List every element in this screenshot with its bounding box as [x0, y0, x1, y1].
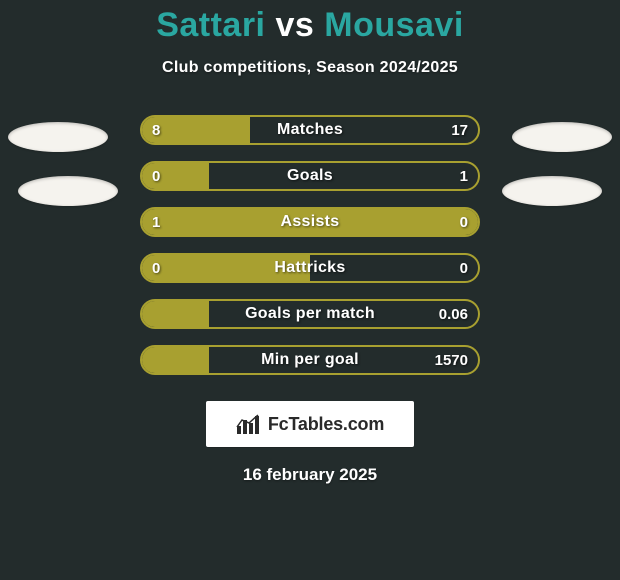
stat-value-right: 17 [451, 117, 468, 143]
subtitle: Club competitions, Season 2024/2025 [0, 59, 620, 77]
stat-row: 817Matches [0, 107, 620, 153]
vs-text: vs [275, 6, 314, 44]
stat-bar: 817Matches [140, 115, 480, 145]
stat-value-right: 1 [460, 163, 468, 189]
stat-value-right: 0.06 [439, 301, 468, 327]
stat-row: 10Assists [0, 199, 620, 245]
comparison-infographic: Sattari vs Mousavi Club competitions, Se… [0, 0, 620, 580]
source-logo-text: FcTables.com [268, 414, 384, 435]
stat-bar-left-fill [142, 301, 209, 327]
stat-value-right: 1570 [435, 347, 468, 373]
stat-bar-left-fill [142, 209, 478, 235]
stat-bar-left-fill [142, 163, 209, 189]
stat-row: 00Hattricks [0, 245, 620, 291]
page-title: Sattari vs Mousavi [0, 6, 620, 45]
source-logo: FcTables.com [206, 401, 414, 447]
stat-row: 01Goals [0, 153, 620, 199]
bar-chart-icon [236, 414, 262, 434]
stat-bar-left-fill [142, 255, 310, 281]
stat-row: 1570Min per goal [0, 337, 620, 383]
stat-bar-left-fill [142, 117, 250, 143]
player1-name: Sattari [156, 6, 265, 44]
stat-bar-left-fill [142, 347, 209, 373]
stat-bar: 0.06Goals per match [140, 299, 480, 329]
stat-bar: 10Assists [140, 207, 480, 237]
stat-bar: 1570Min per goal [140, 345, 480, 375]
stat-value-right: 0 [460, 255, 468, 281]
player2-name: Mousavi [324, 6, 464, 44]
stat-bar: 01Goals [140, 161, 480, 191]
stats-container: 817Matches 01Goals 10Assists 00Hattricks 0.0… [0, 107, 620, 383]
stat-bar: 00Hattricks [140, 253, 480, 283]
date-text: 16 february 2025 [0, 465, 620, 485]
stat-row: 0.06Goals per match [0, 291, 620, 337]
